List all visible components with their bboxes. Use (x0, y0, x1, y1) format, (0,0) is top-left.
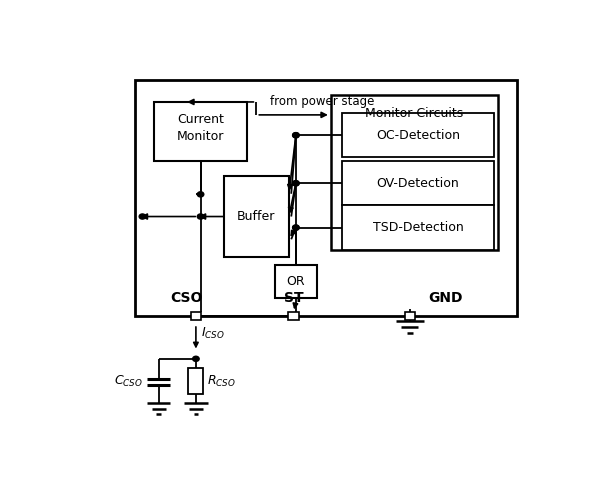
Bar (331, 95, 498, 250)
Circle shape (293, 132, 299, 138)
Text: OR: OR (287, 275, 305, 288)
Bar (188, 368, 203, 394)
Bar (404, 312, 415, 320)
Bar (191, 312, 201, 320)
Circle shape (139, 214, 146, 219)
Text: OC-Detection: OC-Detection (376, 129, 460, 142)
Bar (343, 113, 493, 157)
Circle shape (293, 180, 299, 186)
Text: ST: ST (284, 291, 304, 305)
Circle shape (293, 225, 299, 230)
Text: Buffer: Buffer (237, 210, 275, 223)
Bar (343, 161, 493, 205)
Text: Monitor Circuits: Monitor Circuits (365, 108, 464, 120)
Text: OV-Detection: OV-Detection (377, 177, 460, 190)
Circle shape (293, 132, 299, 138)
Text: TSD-Detection: TSD-Detection (373, 221, 463, 234)
Bar (136, 80, 517, 316)
Circle shape (293, 225, 299, 230)
Circle shape (293, 180, 299, 186)
Bar (289, 312, 299, 320)
Bar (275, 264, 317, 298)
Text: $R_{CSO}$: $R_{CSO}$ (207, 373, 236, 388)
Circle shape (197, 214, 204, 219)
Text: Current
Monitor: Current Monitor (177, 113, 224, 143)
Circle shape (193, 356, 199, 361)
Text: $I_{CSO}$: $I_{CSO}$ (202, 326, 226, 341)
Text: GND: GND (428, 291, 463, 305)
Circle shape (197, 192, 204, 197)
Text: from power stage: from power stage (270, 96, 374, 108)
Text: CSO: CSO (170, 291, 203, 305)
Text: $C_{CSO}$: $C_{CSO}$ (113, 373, 142, 388)
Bar (224, 176, 289, 257)
Bar (154, 102, 247, 161)
Bar (343, 205, 493, 250)
